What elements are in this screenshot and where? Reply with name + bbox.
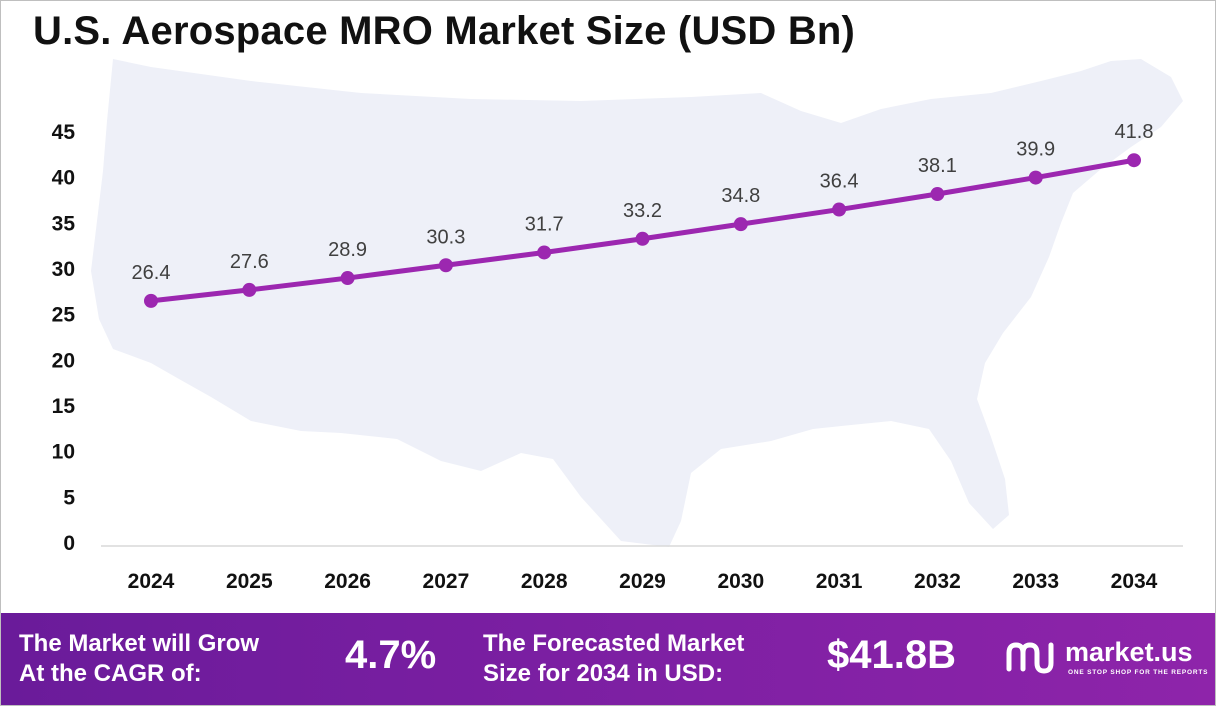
y-tick-label: 45 [52,121,76,144]
y-tick-label: 5 [63,486,75,509]
x-tick-label: 2024 [128,570,175,593]
forecast-label-line2: Size for 2034 in USD: [483,660,724,687]
market-us-logo[interactable]: market.us ONE STOP SHOP FOR THE REPORTS [1005,635,1215,685]
x-tick-label: 2034 [1111,570,1158,593]
cagr-label: The Market will Grow At the CAGR of: [19,629,259,689]
market-us-logo-icon [1006,642,1054,674]
data-point [1028,170,1043,185]
us-map-silhouette [91,59,1183,547]
data-point [733,217,748,232]
data-label: 30.3 [426,226,465,248]
data-point [832,202,847,217]
footer-banner: The Market will Grow At the CAGR of: 4.7… [1,613,1215,705]
x-tick-label: 2026 [324,570,371,593]
y-axis-ticks: 0 5 10 15 20 25 30 35 40 45 [52,121,76,555]
data-label: 41.8 [1115,121,1154,143]
data-point [438,258,453,273]
logo-name: market.us [1065,637,1193,667]
cagr-label-line2: At the CAGR of: [19,660,202,687]
forecast-label: The Forecasted Market Size for 2034 in U… [483,629,744,689]
x-tick-label: 2028 [521,570,568,593]
data-label: 33.2 [623,200,662,222]
x-tick-label: 2029 [619,570,666,593]
y-tick-label: 30 [52,258,75,281]
logo-tagline: ONE STOP SHOP FOR THE REPORTS [1068,669,1209,676]
data-point [635,231,650,246]
y-tick-label: 0 [63,532,75,555]
cagr-label-line1: The Market will Grow [19,630,260,657]
data-point [242,282,257,297]
data-point [537,245,552,260]
x-tick-label: 2027 [423,570,470,593]
data-labels: 26.4 27.6 28.9 30.3 31.7 33.2 34.8 36.4 38.1 39.9… [132,121,1154,284]
data-point [340,271,355,286]
x-tick-label: 2025 [226,570,273,593]
x-tick-label: 2030 [717,570,764,593]
data-label: 34.8 [721,185,760,207]
data-label: 39.9 [1016,139,1055,161]
chart-title: U.S. Aerospace MRO Market Size (USD Bn) [33,9,856,53]
data-points [144,153,1141,308]
x-tick-label: 2032 [914,570,961,593]
y-tick-label: 15 [52,395,76,418]
data-label: 31.7 [525,213,564,235]
x-tick-label: 2031 [816,570,863,593]
y-tick-label: 10 [52,441,75,464]
forecast-label-line1: The Forecasted Market [483,630,745,657]
y-tick-label: 20 [52,349,75,372]
data-point [930,187,945,202]
forecast-value: $41.8B [827,633,956,677]
data-label: 27.6 [230,251,269,273]
y-tick-label: 25 [52,304,76,327]
cagr-value: 4.7% [345,633,437,677]
data-label: 36.4 [820,171,859,193]
y-tick-label: 40 [52,167,75,190]
data-label: 38.1 [918,155,957,177]
data-label: 26.4 [132,262,171,284]
x-tick-label: 2033 [1012,570,1059,593]
x-axis-ticks: 2024 2025 2026 2027 2028 2029 2030 2031 2032 2033… [128,570,1158,593]
data-point [144,293,158,308]
data-label: 28.9 [328,239,367,261]
y-tick-label: 35 [52,212,76,235]
data-point [1127,153,1141,168]
